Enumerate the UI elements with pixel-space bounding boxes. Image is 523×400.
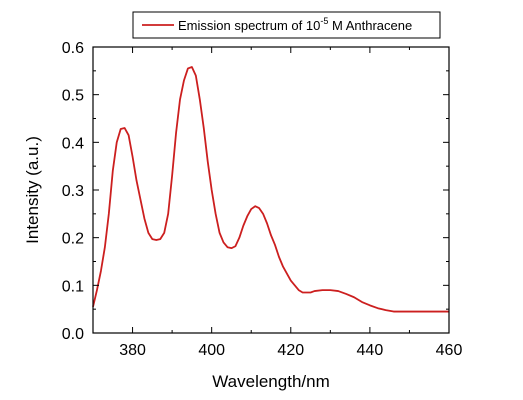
y-tick-label: 0.2 <box>62 231 84 248</box>
x-axis-title: Wavelength/nm <box>212 372 329 391</box>
series-line-0 <box>92 66 449 313</box>
legend-label-superscript: -5 <box>320 16 328 26</box>
y-tick-label: 0.0 <box>62 326 84 343</box>
plot-frame <box>92 46 450 334</box>
x-tick-label: 400 <box>198 342 225 359</box>
x-tick-label: 440 <box>357 342 384 359</box>
legend-box <box>132 11 441 39</box>
y-tick-label: 0.4 <box>62 135 84 152</box>
x-tick-label: 460 <box>436 342 463 359</box>
axes: 380 400 420 440 460 0.0 0.1 0.2 0.3 0.4 0.5 0.6 <box>62 40 463 359</box>
x-tick-label: 420 <box>277 342 304 359</box>
plot-area <box>92 66 449 313</box>
x-tick-label: 380 <box>119 342 146 359</box>
y-tick-label: 0.6 <box>62 40 84 57</box>
legend: Emission spectrum of 10-5 M Anthracene <box>132 11 441 39</box>
legend-label-suffix: M Anthracene <box>328 18 412 33</box>
legend-label-main: Emission spectrum of 10 <box>178 18 320 33</box>
y-tick-label: 0.3 <box>62 183 84 200</box>
y-tick-label: 0.1 <box>62 278 84 295</box>
y-tick-label: 0.5 <box>62 88 84 105</box>
y-axis-title: Intensity (a.u.) <box>23 136 42 244</box>
legend-label: Emission spectrum of 10-5 M Anthracene <box>178 16 412 33</box>
